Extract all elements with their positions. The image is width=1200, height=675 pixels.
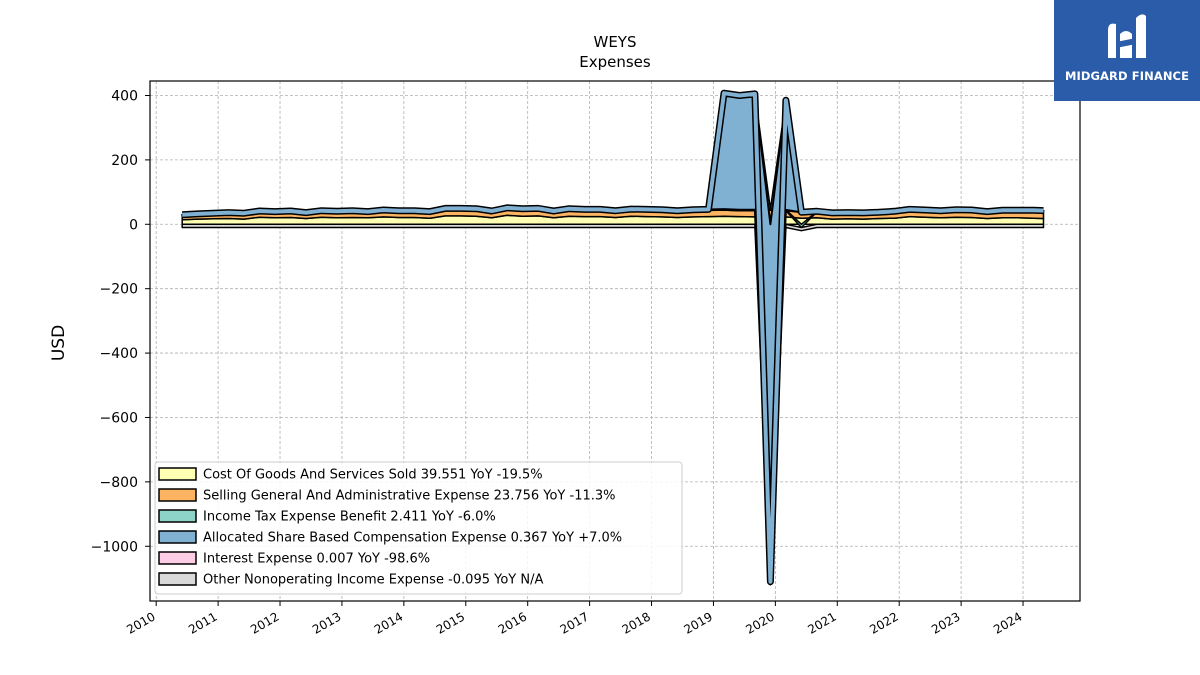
series-area-6 — [181, 223, 1045, 586]
x-tick-label: 2023 — [929, 609, 962, 636]
legend-swatch — [158, 551, 197, 565]
x-tick-label: 2015 — [434, 609, 467, 636]
x-tick-label: 2018 — [620, 609, 653, 636]
y-tick-label: 200 — [111, 153, 138, 169]
x-tick-label: 2020 — [743, 609, 776, 636]
plot-frame — [149, 80, 1081, 602]
x-tick-label: 2013 — [310, 609, 343, 636]
y-tick-label: −200 — [100, 282, 138, 298]
series-line-spike — [182, 91, 1044, 584]
x-tick-label: 2017 — [558, 609, 591, 636]
midgard-finance-logo: MIDGARD FINANCE — [1054, 0, 1200, 101]
legend-label: Other Nonoperating Income Expense -0.095… — [203, 573, 543, 588]
legend-label: Allocated Share Based Compensation Expen… — [203, 531, 622, 546]
legend-label: Cost Of Goods And Services Sold 39.551 Y… — [203, 468, 543, 483]
legend-label: Selling General And Administrative Expen… — [203, 489, 616, 504]
midgard-logo-icon — [1108, 14, 1146, 59]
legend-label: Interest Expense 0.007 YoY -98.6% — [203, 552, 430, 567]
x-tick-label: 2010 — [124, 609, 157, 636]
x-tick-label: 2021 — [805, 609, 838, 636]
chart-subtitle: Expenses — [579, 53, 651, 71]
y-tick-label: −600 — [100, 410, 138, 426]
chart-title: WEYS — [594, 33, 637, 51]
y-axis-label: USD — [49, 325, 69, 361]
x-tick-label: 2016 — [496, 609, 529, 636]
x-tick-label: 2019 — [681, 609, 714, 636]
x-axis-ticks: 2010 2011 2012 2013 2014 2015 2016 2017 2018 2019… — [124, 601, 1025, 637]
legend-frame — [154, 461, 683, 595]
legend-label: Income Tax Expense Benefit 2.411 YoY -6.… — [203, 510, 496, 525]
series-area-5 — [181, 92, 1045, 216]
y-axis-ticks: 400 200 0 −200 −400 −600 −800 −1000 — [91, 88, 150, 555]
legend: Cost Of Goods And Services Sold 39.551 Y… — [154, 461, 683, 595]
legend-swatch — [158, 467, 197, 481]
brand-name: MIDGARD FINANCE — [1064, 69, 1190, 83]
y-tick-label: −1000 — [91, 539, 138, 555]
y-tick-label: −400 — [100, 346, 138, 362]
x-tick-label: 2014 — [372, 609, 405, 636]
x-tick-label: 2022 — [867, 609, 900, 636]
x-tick-label: 2024 — [991, 609, 1024, 636]
x-tick-label: 2012 — [248, 609, 281, 636]
legend-swatch — [158, 509, 197, 523]
y-tick-label: 0 — [129, 217, 138, 233]
legend-swatch — [158, 572, 197, 586]
y-tick-label: 400 — [111, 88, 138, 104]
legend-swatch — [158, 530, 197, 544]
y-tick-label: −800 — [100, 475, 138, 491]
series-areas — [181, 89, 1045, 586]
x-tick-label: 2011 — [186, 609, 219, 636]
legend-swatch — [158, 488, 197, 502]
